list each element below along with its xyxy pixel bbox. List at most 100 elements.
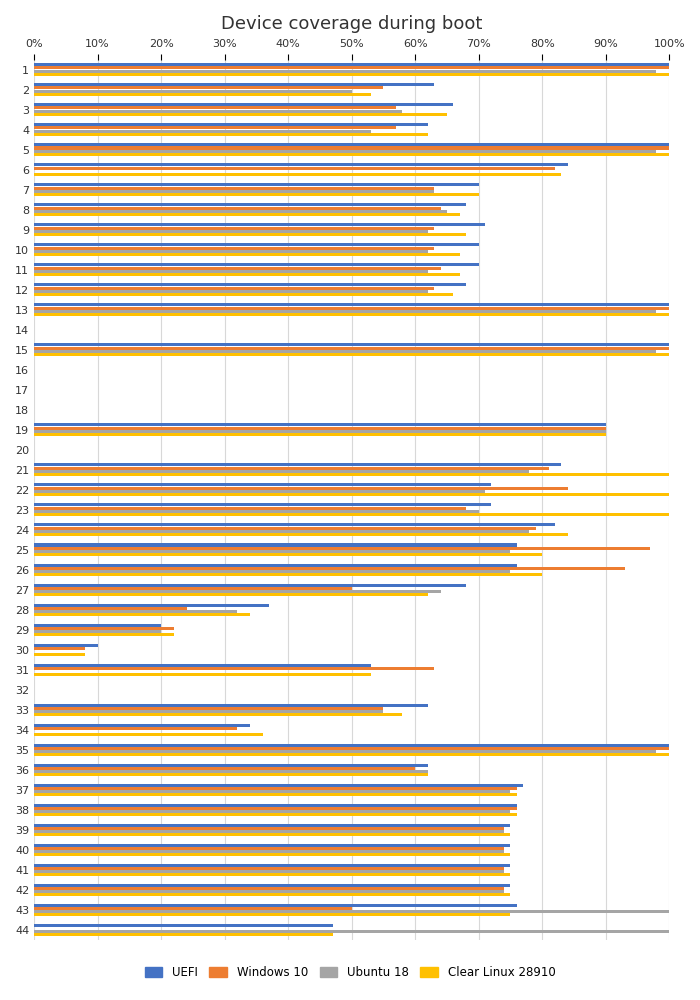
Bar: [34, 467, 549, 470]
Bar: [34, 907, 351, 910]
Bar: [34, 893, 510, 896]
Bar: [34, 510, 479, 513]
Bar: [34, 163, 568, 166]
Bar: [34, 463, 561, 466]
Bar: [34, 113, 447, 116]
Bar: [34, 353, 669, 356]
Bar: [34, 653, 85, 656]
Bar: [34, 150, 657, 153]
Bar: [34, 727, 237, 730]
Bar: [34, 584, 466, 587]
Bar: [34, 710, 384, 713]
Bar: [34, 890, 504, 893]
Bar: [34, 90, 351, 93]
Bar: [34, 210, 447, 213]
Bar: [34, 844, 510, 847]
Bar: [34, 130, 371, 133]
Bar: [34, 313, 669, 316]
Bar: [34, 630, 161, 633]
Bar: [34, 744, 669, 747]
Bar: [34, 713, 402, 716]
Bar: [34, 613, 250, 616]
Bar: [34, 590, 440, 593]
Bar: [34, 307, 669, 310]
Bar: [34, 543, 517, 547]
Bar: [34, 133, 428, 136]
Bar: [34, 810, 510, 813]
Bar: [34, 143, 669, 146]
Bar: [34, 910, 669, 913]
Bar: [34, 507, 466, 510]
Bar: [34, 707, 384, 710]
Bar: [34, 493, 669, 496]
Bar: [34, 233, 466, 236]
Bar: [34, 213, 460, 216]
Bar: [34, 250, 428, 253]
Bar: [34, 804, 517, 807]
Bar: [34, 293, 454, 296]
Bar: [34, 350, 657, 353]
Bar: [34, 310, 657, 313]
Bar: [34, 223, 485, 226]
Bar: [34, 547, 650, 550]
Bar: [34, 83, 434, 86]
Bar: [34, 564, 517, 567]
Bar: [34, 533, 568, 536]
Bar: [34, 203, 466, 206]
Title: Device coverage during boot: Device coverage during boot: [221, 15, 482, 33]
Bar: [34, 433, 605, 436]
Bar: [34, 423, 605, 426]
Bar: [34, 750, 657, 753]
Bar: [34, 587, 351, 590]
Bar: [34, 864, 510, 867]
Bar: [34, 824, 510, 827]
Bar: [34, 770, 428, 773]
Bar: [34, 887, 504, 890]
Bar: [34, 930, 669, 933]
Bar: [34, 647, 85, 650]
Bar: [34, 553, 542, 556]
Bar: [34, 624, 161, 627]
Bar: [34, 227, 434, 230]
Bar: [34, 593, 428, 596]
Bar: [34, 343, 669, 346]
Bar: [34, 273, 460, 276]
Bar: [34, 70, 657, 73]
Bar: [34, 773, 428, 776]
Bar: [34, 267, 440, 270]
Bar: [34, 607, 186, 610]
Bar: [34, 667, 434, 670]
Bar: [34, 63, 669, 66]
Bar: [34, 924, 332, 927]
Bar: [34, 567, 624, 570]
Bar: [34, 513, 669, 516]
Bar: [34, 807, 517, 810]
Bar: [34, 283, 466, 286]
Bar: [34, 93, 371, 96]
Bar: [34, 86, 384, 89]
Bar: [34, 167, 555, 170]
Bar: [34, 813, 517, 816]
Bar: [34, 913, 510, 916]
Bar: [34, 523, 555, 526]
Bar: [34, 833, 510, 836]
Bar: [34, 503, 491, 506]
Bar: [34, 784, 523, 787]
Bar: [34, 884, 510, 887]
Bar: [34, 793, 517, 796]
Bar: [34, 870, 504, 873]
Bar: [34, 527, 536, 530]
Bar: [34, 733, 262, 736]
Bar: [34, 190, 434, 193]
Bar: [34, 106, 396, 109]
Bar: [34, 664, 371, 667]
Bar: [34, 183, 479, 186]
Bar: [34, 73, 669, 76]
Bar: [34, 827, 504, 830]
Bar: [34, 287, 434, 290]
Bar: [34, 530, 529, 533]
Bar: [34, 123, 428, 126]
Bar: [34, 290, 428, 293]
Bar: [34, 787, 517, 790]
Bar: [34, 830, 504, 833]
